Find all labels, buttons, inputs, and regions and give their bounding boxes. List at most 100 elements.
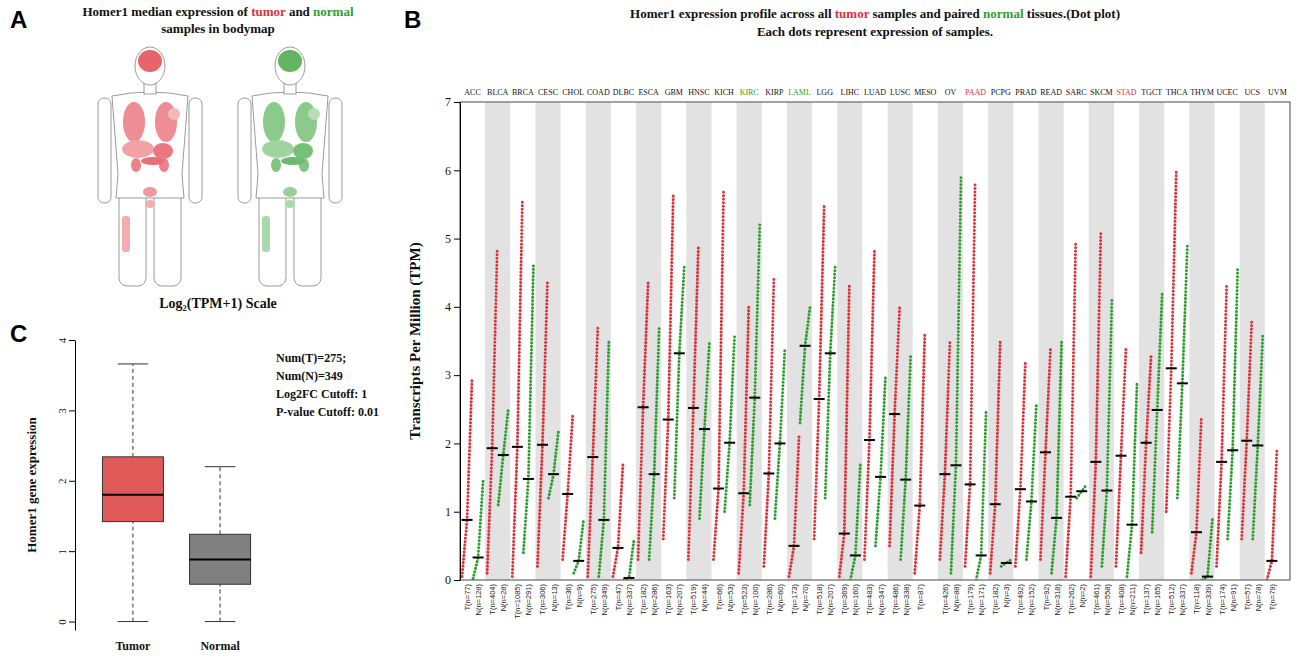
body-outline <box>294 186 321 286</box>
median <box>1202 576 1213 578</box>
sample-dots <box>1141 355 1151 553</box>
category-label: KICH <box>714 88 734 97</box>
median <box>612 547 623 549</box>
median <box>1252 444 1263 446</box>
organ <box>145 200 155 208</box>
sample-label: T(n=87) <box>916 584 925 611</box>
sample-dots <box>1052 341 1062 573</box>
organ <box>283 187 297 197</box>
sample-dots <box>814 204 824 539</box>
sample-label: N(n=100) <box>751 584 760 616</box>
category-label: LUAD <box>864 88 886 97</box>
tick-mark <box>454 170 460 171</box>
category-label: THCA <box>1166 88 1188 97</box>
organ <box>262 140 294 158</box>
organ <box>122 216 130 252</box>
sample-label: T(n=77) <box>463 584 472 611</box>
median <box>1051 517 1062 519</box>
median <box>965 483 976 485</box>
median <box>1241 440 1252 442</box>
sample-dots <box>1177 245 1187 498</box>
box <box>190 534 251 584</box>
sample-label: N(n=128) <box>474 584 483 616</box>
panel-label: C <box>10 320 27 347</box>
annotation: Log2FC Cutoff: 1 <box>276 387 367 401</box>
sample-label: T(n=286) <box>765 584 774 615</box>
median <box>839 533 850 535</box>
organ <box>281 157 305 165</box>
organ <box>271 158 281 172</box>
sample-dots <box>876 375 886 546</box>
panel-label: B <box>404 6 421 33</box>
category-label: BRCA <box>512 88 534 97</box>
marks <box>102 364 250 622</box>
median <box>864 439 875 441</box>
sample-label: T(n=179) <box>966 584 975 615</box>
median <box>1115 455 1126 457</box>
median <box>1166 367 1177 369</box>
band <box>787 102 812 580</box>
median <box>939 473 950 475</box>
median <box>814 398 825 400</box>
tick-mark <box>454 443 460 444</box>
sample-label: T(n=174) <box>1218 584 1227 615</box>
band <box>485 102 510 580</box>
organ <box>143 187 157 197</box>
annotation: Num(T)=275; <box>276 351 346 365</box>
sample-dots <box>1202 519 1212 580</box>
median <box>487 447 498 449</box>
sample-label: T(n=118) <box>1192 584 1201 615</box>
sample-dots <box>901 355 911 560</box>
category-label: UVM <box>1268 88 1287 97</box>
band <box>1089 102 1114 580</box>
tick-label: 2 <box>56 479 68 485</box>
band <box>737 102 762 580</box>
body-outline <box>154 186 181 286</box>
sample-label: T(n=79) <box>1268 584 1277 611</box>
sample-label: N(n=171) <box>977 584 986 616</box>
sample-dots <box>1116 348 1126 567</box>
category-label: MESO <box>914 88 936 97</box>
tick-mark <box>454 239 460 240</box>
sample-label: N(n=91) <box>1229 584 1238 612</box>
sample-dots <box>588 327 598 576</box>
sample-dots <box>1152 293 1162 532</box>
organ <box>155 102 177 142</box>
whisker <box>132 522 133 622</box>
sample-dots <box>825 266 835 498</box>
annotation: Num(N)=349 <box>276 369 343 383</box>
sample-dots <box>537 280 547 567</box>
category-label: KIRC <box>740 88 759 97</box>
median <box>800 345 811 347</box>
sample-label: N(n=70) <box>801 584 810 612</box>
body-outline <box>238 98 251 203</box>
axis-title: Homer1 gene expression <box>24 416 39 552</box>
sample-dots <box>990 341 1000 573</box>
text-run: tumor <box>251 4 286 19</box>
category-label: OV <box>945 88 957 97</box>
band <box>1189 102 1214 580</box>
sample-dots <box>1127 382 1137 577</box>
sample-dots <box>940 341 950 560</box>
tick-mark <box>69 481 75 482</box>
tick-mark <box>69 410 75 411</box>
median <box>724 442 735 444</box>
tick-label: 0 <box>445 573 451 587</box>
sample-dots <box>462 379 472 577</box>
sample-label: N(n=160) <box>851 584 860 616</box>
tick-mark <box>454 307 460 308</box>
organ <box>123 102 145 142</box>
median <box>1227 449 1238 451</box>
tick: 3 <box>445 368 460 382</box>
median <box>1001 562 1012 564</box>
sample-label: T(n=262) <box>1067 584 1076 615</box>
median <box>1015 488 1026 490</box>
chart-title: Homer1 expression profile across all tum… <box>630 6 1120 21</box>
sample-label: N(n=211) <box>1128 584 1137 615</box>
tick: 6 <box>445 164 460 178</box>
sample-label: T(n=163) <box>664 584 673 615</box>
band <box>1038 102 1063 580</box>
panel-label: A <box>10 6 27 33</box>
tick-mark <box>454 102 460 103</box>
body-outline <box>252 92 328 198</box>
